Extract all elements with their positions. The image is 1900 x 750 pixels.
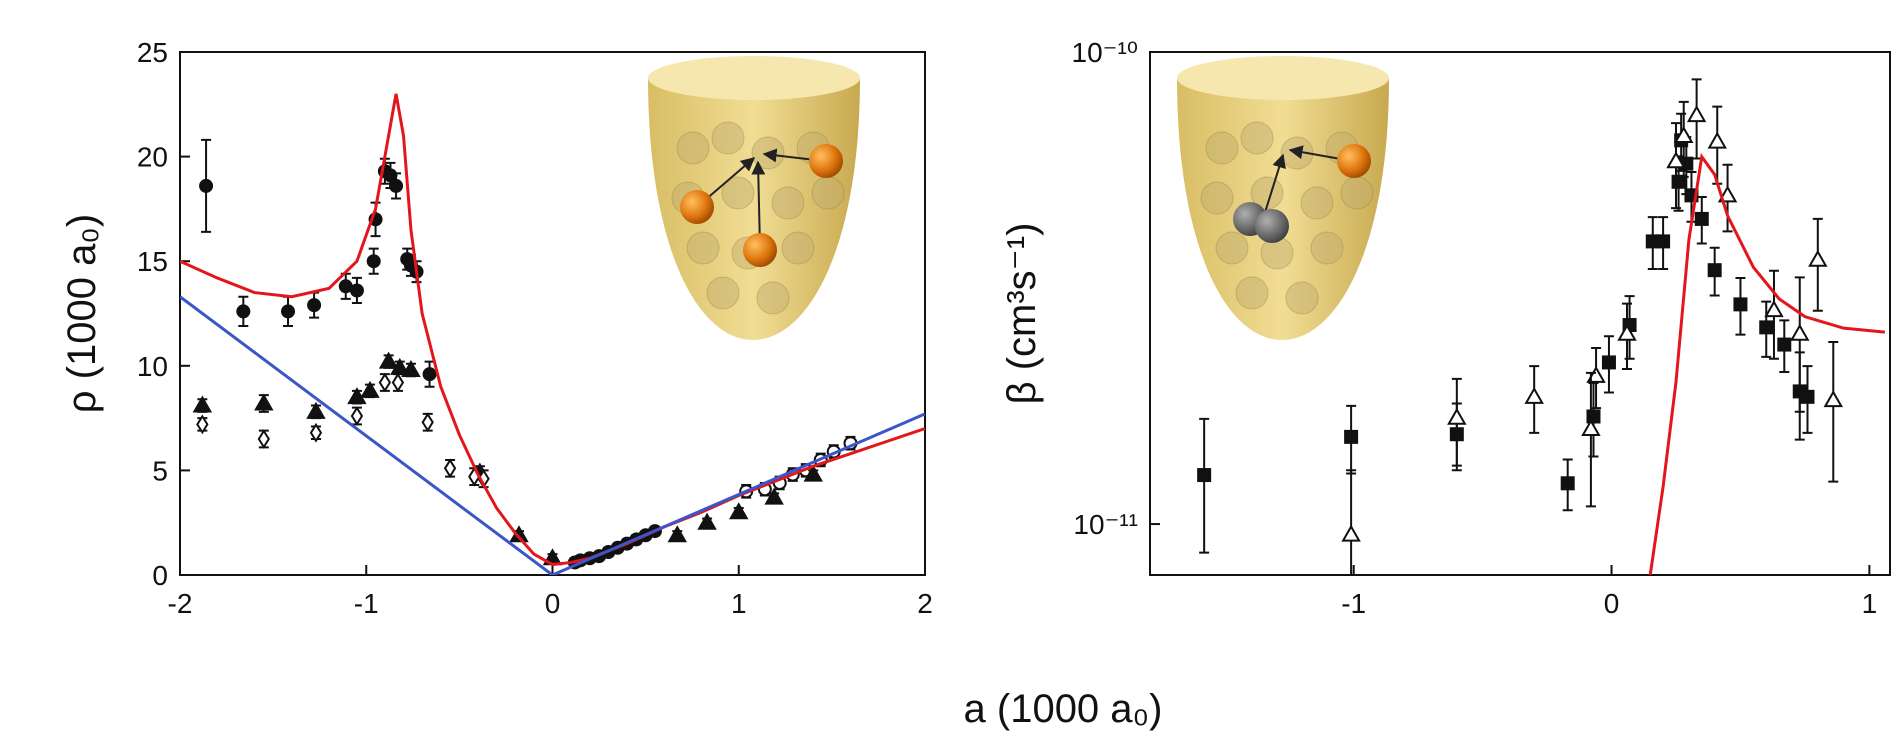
point [1586, 365, 1606, 383]
point [803, 464, 823, 482]
point [1560, 476, 1575, 491]
x-tick-label: 2 [917, 588, 933, 619]
point [1694, 211, 1709, 226]
plot-frame [1149, 51, 1891, 576]
point [307, 298, 322, 313]
error-bar [1585, 371, 1596, 508]
plot-data [1197, 78, 1885, 575]
point [281, 304, 296, 319]
inset-left [647, 55, 861, 341]
y-axis-label: β (cm³s⁻¹) [1000, 223, 1044, 405]
point [1617, 323, 1637, 341]
point [199, 178, 214, 193]
x-tick-label: -1 [1341, 588, 1366, 619]
point [1759, 320, 1774, 335]
point [347, 387, 367, 405]
error-bar [1346, 469, 1357, 575]
point [192, 395, 213, 413]
y-tick-label: 10⁻¹¹ [1073, 509, 1138, 540]
error-bar [1794, 276, 1805, 413]
x-tick-label: 1 [731, 588, 747, 619]
point [360, 380, 380, 398]
point [422, 367, 437, 382]
plot-data [180, 93, 925, 575]
point [378, 351, 399, 369]
y-tick-label: 10⁻¹⁰ [1072, 37, 1138, 68]
point [257, 429, 270, 449]
point [1686, 105, 1707, 123]
error-bar [1199, 417, 1210, 554]
point [196, 414, 209, 435]
y-tick-label: 10 [137, 351, 168, 382]
y-tick-label: 0 [152, 560, 168, 591]
curve [180, 295, 925, 575]
y-tick-label: 25 [137, 37, 168, 68]
point [667, 525, 688, 543]
point [1666, 151, 1686, 169]
point [1707, 131, 1727, 149]
point [1707, 263, 1722, 278]
point [306, 401, 326, 419]
point [378, 372, 392, 393]
x-tick-label: -1 [354, 588, 379, 619]
point [1581, 418, 1601, 436]
point [1800, 389, 1815, 404]
point [1808, 249, 1828, 267]
y-tick-label: 15 [137, 246, 168, 277]
x-tick-label: -2 [168, 588, 193, 619]
point [1823, 390, 1844, 408]
point [1341, 524, 1361, 542]
x-tick-label: 1 [1862, 588, 1878, 619]
point [1447, 407, 1467, 425]
point [1197, 468, 1212, 483]
point [1524, 386, 1544, 404]
point [391, 372, 405, 393]
point [350, 406, 364, 426]
y-tick-label: 20 [137, 142, 168, 173]
point [1586, 409, 1601, 424]
point [1344, 429, 1359, 444]
x-axis-label: a (1000 a₀) [964, 687, 1163, 731]
point [309, 422, 323, 443]
point [1790, 323, 1810, 341]
point [366, 254, 381, 269]
point [236, 304, 251, 319]
x-tick-label: 0 [1604, 588, 1620, 619]
point [389, 178, 404, 193]
point [1764, 300, 1784, 318]
y-axis-label: ρ (1000 a₀) [60, 214, 104, 413]
point [421, 412, 434, 433]
point [1674, 125, 1694, 143]
x-tick-label: 0 [545, 588, 561, 619]
curve [1648, 152, 1885, 575]
point [1656, 234, 1671, 249]
point [254, 393, 274, 411]
point [443, 458, 457, 479]
point [1733, 297, 1748, 312]
point [729, 502, 749, 520]
point [1601, 355, 1616, 370]
point [1717, 185, 1738, 203]
inset-right [1176, 55, 1390, 341]
point [349, 283, 364, 298]
point [1777, 337, 1792, 352]
point [764, 487, 784, 505]
point [401, 359, 421, 377]
error-bar [1828, 341, 1839, 483]
y-tick-label: 5 [152, 455, 168, 486]
panel: -1 0 1 10⁻¹¹ 10⁻¹⁰ β (cm³s⁻¹) [1000, 37, 1891, 619]
point [697, 512, 717, 530]
